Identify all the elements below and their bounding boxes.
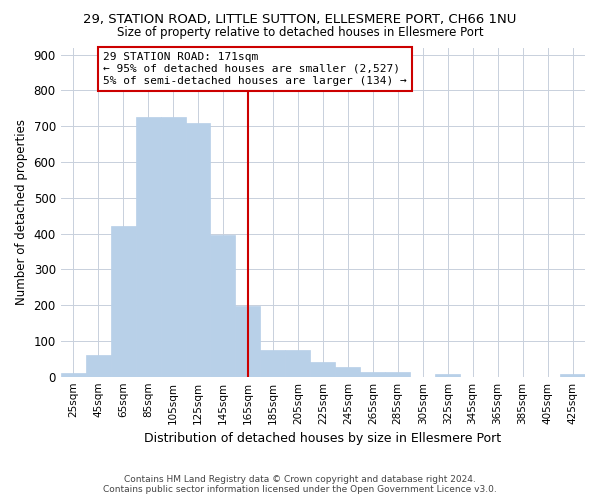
X-axis label: Distribution of detached houses by size in Ellesmere Port: Distribution of detached houses by size … <box>144 432 502 445</box>
Bar <box>335 366 360 376</box>
Bar <box>185 122 211 376</box>
Bar <box>61 373 86 376</box>
Bar <box>560 374 585 376</box>
Bar <box>161 116 185 376</box>
Text: 29 STATION ROAD: 171sqm
← 95% of detached houses are smaller (2,527)
5% of semi-: 29 STATION ROAD: 171sqm ← 95% of detache… <box>103 52 407 86</box>
Bar <box>260 350 286 376</box>
Bar <box>136 116 161 376</box>
Text: 29, STATION ROAD, LITTLE SUTTON, ELLESMERE PORT, CH66 1NU: 29, STATION ROAD, LITTLE SUTTON, ELLESME… <box>83 12 517 26</box>
Text: Size of property relative to detached houses in Ellesmere Port: Size of property relative to detached ho… <box>116 26 484 39</box>
Y-axis label: Number of detached properties: Number of detached properties <box>15 119 28 305</box>
Bar <box>310 362 335 376</box>
Bar <box>86 355 110 376</box>
Bar <box>385 372 410 376</box>
Text: Contains HM Land Registry data © Crown copyright and database right 2024.
Contai: Contains HM Land Registry data © Crown c… <box>103 474 497 494</box>
Bar <box>435 374 460 376</box>
Bar <box>211 236 235 376</box>
Bar <box>360 372 385 376</box>
Bar <box>110 226 136 376</box>
Bar <box>286 350 310 376</box>
Bar <box>235 306 260 376</box>
